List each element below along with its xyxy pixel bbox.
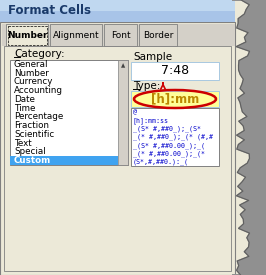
Text: Number: Number [7, 31, 47, 40]
Text: Text: Text [14, 139, 32, 148]
Text: _(S* #,##0_);_(S*: _(S* #,##0_);_(S* [133, 125, 201, 132]
FancyBboxPatch shape [0, 0, 235, 11]
Text: _(S* #,##0.00_);_(: _(S* #,##0.00_);_( [133, 142, 209, 148]
FancyBboxPatch shape [10, 60, 128, 165]
FancyBboxPatch shape [131, 62, 219, 80]
Text: Accounting: Accounting [14, 86, 63, 95]
Text: Date: Date [14, 95, 35, 104]
Text: Special: Special [14, 147, 46, 156]
FancyBboxPatch shape [0, 0, 235, 22]
Text: Fraction: Fraction [14, 121, 49, 130]
FancyBboxPatch shape [104, 24, 137, 46]
FancyBboxPatch shape [50, 24, 102, 46]
Text: ▲: ▲ [121, 64, 125, 68]
FancyBboxPatch shape [4, 46, 231, 271]
Text: Category:: Category: [14, 49, 65, 59]
Text: [h]:mm:ss: [h]:mm:ss [133, 117, 169, 124]
Text: Custom: Custom [14, 156, 51, 165]
FancyBboxPatch shape [139, 24, 177, 46]
Text: Font: Font [111, 31, 130, 40]
FancyBboxPatch shape [10, 156, 118, 165]
Text: _(* #,##0.00_);_(*: _(* #,##0.00_);_(* [133, 150, 205, 157]
Text: General: General [14, 60, 48, 69]
Text: Sample: Sample [133, 52, 172, 62]
FancyBboxPatch shape [131, 91, 219, 107]
FancyBboxPatch shape [2, 24, 235, 46]
Text: Percentage: Percentage [14, 112, 63, 121]
Polygon shape [232, 0, 266, 275]
FancyBboxPatch shape [131, 108, 219, 166]
Text: 7:48: 7:48 [161, 65, 189, 78]
Text: _(* #,##0_);_(* (#,#: _(* #,##0_);_(* (#,# [133, 134, 213, 140]
Text: Scientific: Scientific [14, 130, 54, 139]
Text: Format Cells: Format Cells [8, 4, 91, 18]
Text: Number: Number [14, 69, 49, 78]
Text: Time: Time [14, 104, 35, 113]
Text: Currency: Currency [14, 77, 53, 86]
Text: Border: Border [143, 31, 173, 40]
Text: (S*,#,##0.):_(: (S*,#,##0.):_( [133, 158, 189, 165]
FancyBboxPatch shape [0, 22, 235, 275]
Text: @: @ [133, 109, 137, 115]
FancyBboxPatch shape [6, 24, 48, 46]
Text: [h]:mm: [h]:mm [151, 92, 199, 106]
Text: Type:: Type: [133, 81, 160, 91]
FancyBboxPatch shape [118, 60, 128, 165]
Text: Alignment: Alignment [53, 31, 99, 40]
